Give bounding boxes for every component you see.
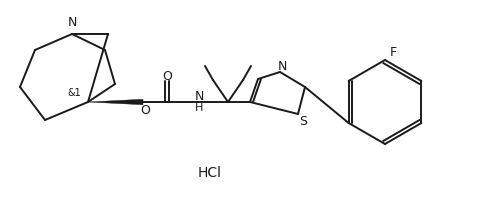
Text: &1: &1 xyxy=(67,87,81,98)
Text: S: S xyxy=(298,115,306,128)
Text: N: N xyxy=(67,16,77,29)
Text: O: O xyxy=(140,104,150,117)
Text: H: H xyxy=(194,102,203,113)
Text: N: N xyxy=(194,90,203,103)
Polygon shape xyxy=(88,100,142,105)
Text: HCl: HCl xyxy=(198,165,222,179)
Text: F: F xyxy=(388,46,396,59)
Text: N: N xyxy=(277,59,286,72)
Text: O: O xyxy=(162,69,172,82)
